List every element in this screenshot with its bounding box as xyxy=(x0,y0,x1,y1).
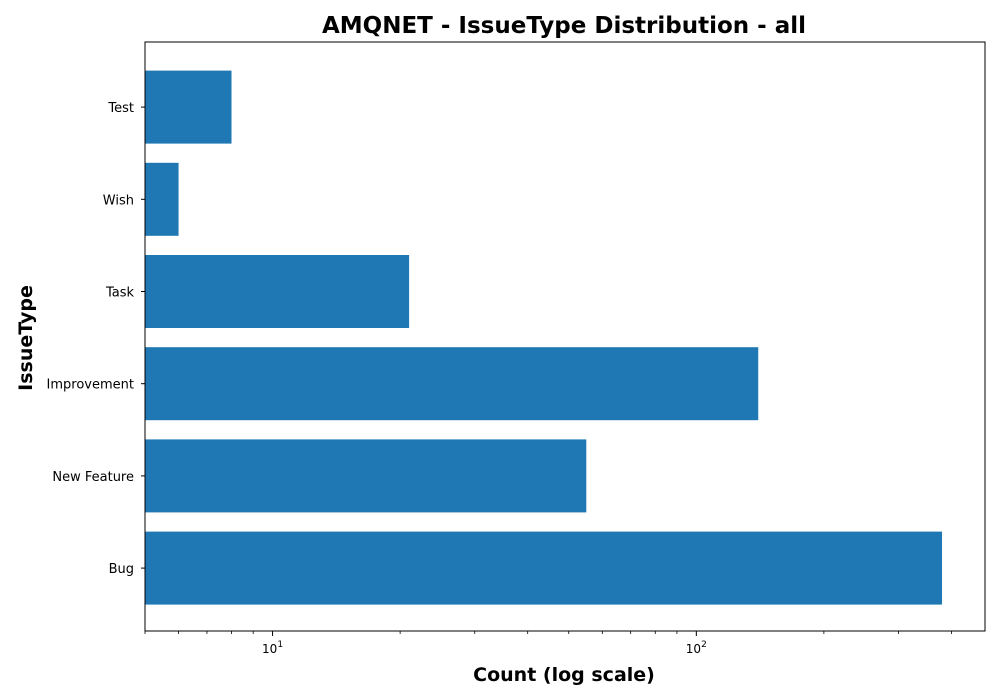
plot-frame xyxy=(144,41,986,632)
y-tick-label-new-feature: New Feature xyxy=(52,470,134,485)
x-axis-ticks: 101 102 xyxy=(144,631,952,656)
chart-title: AMQNET - IssueType Distribution - all xyxy=(322,13,806,39)
y-axis-label: IssueType xyxy=(15,285,37,391)
x-axis-label: Count (log scale) xyxy=(473,664,655,686)
bar-group xyxy=(145,70,943,605)
bar-improvement xyxy=(145,347,759,421)
y-tick-label-improvement: Improvement xyxy=(47,378,134,393)
bar-new-feature xyxy=(145,439,587,513)
bar-test xyxy=(145,70,232,144)
bar-task xyxy=(145,255,410,328)
y-tick-label-wish: Wish xyxy=(103,193,134,208)
x-tick-label-10: 101 xyxy=(262,640,283,656)
bar-bug xyxy=(145,531,943,605)
bar-wish xyxy=(145,162,179,236)
y-tick-label-bug: Bug xyxy=(109,562,134,577)
y-tick-label-test: Test xyxy=(107,101,134,116)
y-axis-ticks: Bug New Feature Improvement Task Wish Test xyxy=(47,101,145,577)
x-tick-label-100: 102 xyxy=(686,640,707,656)
y-tick-label-task: Task xyxy=(105,286,135,301)
